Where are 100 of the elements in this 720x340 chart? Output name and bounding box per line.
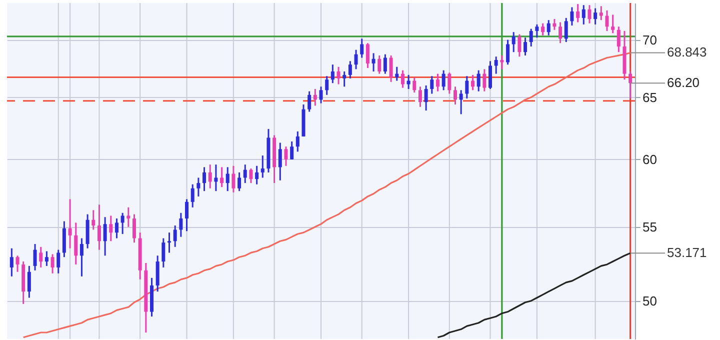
candlestick bbox=[190, 184, 194, 208]
candlestick bbox=[196, 176, 200, 198]
candlestick bbox=[313, 88, 317, 106]
candlestick bbox=[616, 26, 620, 53]
candlestick bbox=[179, 212, 183, 238]
candlestick bbox=[535, 24, 539, 38]
candlestick bbox=[570, 6, 574, 26]
y-tick-label: 60 bbox=[642, 152, 657, 167]
candlestick bbox=[202, 166, 206, 192]
candlestick bbox=[16, 254, 20, 273]
y-tick-label: 70 bbox=[642, 32, 657, 48]
candlestick bbox=[44, 250, 48, 267]
y-tick-label: 50 bbox=[642, 293, 657, 308]
y-tick-label: 65 bbox=[642, 90, 657, 105]
candlestick bbox=[114, 218, 118, 240]
candlestick bbox=[249, 168, 253, 184]
candlestick bbox=[255, 165, 259, 186]
candlestick bbox=[524, 36, 528, 56]
candlestick bbox=[208, 164, 212, 190]
candlestick bbox=[336, 66, 340, 86]
candlestick bbox=[348, 60, 352, 80]
candlestick bbox=[168, 232, 172, 254]
candlestick bbox=[173, 224, 177, 248]
candlestick bbox=[512, 31, 516, 53]
y-tick-label: 55 bbox=[642, 219, 657, 234]
candlestick bbox=[354, 49, 358, 70]
candlestick bbox=[232, 165, 236, 194]
candlestick bbox=[500, 54, 504, 70]
candlestick bbox=[290, 140, 294, 160]
candlestick bbox=[518, 34, 522, 58]
data-label: 68.843 bbox=[667, 44, 707, 60]
candlestick bbox=[325, 75, 329, 96]
candlestick bbox=[506, 39, 510, 66]
candlestick bbox=[628, 70, 632, 100]
candlestick bbox=[395, 66, 399, 82]
candlestick bbox=[308, 90, 312, 112]
candlestick bbox=[378, 54, 382, 75]
candlestick bbox=[576, 3, 580, 24]
candlestick bbox=[430, 75, 434, 94]
candlestick bbox=[319, 86, 323, 104]
candlestick bbox=[412, 76, 416, 94]
candlestick bbox=[50, 253, 54, 274]
candlestick bbox=[400, 70, 404, 89]
candlestick bbox=[74, 222, 78, 266]
candlestick bbox=[372, 52, 376, 72]
candlestick bbox=[436, 73, 440, 92]
candlestick bbox=[529, 28, 533, 48]
candlestick bbox=[546, 19, 550, 36]
candlestick bbox=[226, 166, 230, 192]
candlestick bbox=[103, 216, 107, 256]
candlestick bbox=[330, 64, 334, 84]
candlestick bbox=[541, 22, 545, 36]
candlestick bbox=[582, 4, 586, 26]
candlestick bbox=[448, 72, 452, 94]
candlestick bbox=[126, 206, 130, 228]
candlestick bbox=[418, 86, 422, 108]
candlestick bbox=[132, 214, 136, 244]
line-series bbox=[436, 252, 632, 338]
candlestick bbox=[494, 56, 498, 75]
candlestick bbox=[342, 70, 346, 88]
candlestick bbox=[424, 84, 428, 112]
candlestick bbox=[552, 18, 556, 31]
candlestick bbox=[80, 238, 84, 278]
candlestick bbox=[97, 204, 101, 251]
candlestick bbox=[470, 74, 474, 91]
candlestick bbox=[488, 60, 492, 90]
candlestick bbox=[156, 254, 160, 292]
candlestick bbox=[278, 142, 282, 182]
text: 66.20 bbox=[667, 75, 700, 90]
candlestick bbox=[611, 14, 615, 34]
candlestick bbox=[27, 265, 31, 298]
candlestick bbox=[214, 164, 218, 192]
candlestick bbox=[383, 54, 387, 75]
candlestick bbox=[10, 248, 14, 278]
candlestick bbox=[162, 238, 166, 268]
candlestick bbox=[120, 212, 124, 235]
candlestick bbox=[453, 86, 457, 106]
candlestick bbox=[558, 22, 562, 44]
candlestick bbox=[185, 198, 189, 232]
candlestick bbox=[56, 249, 60, 274]
data-label: 53.171 bbox=[667, 245, 707, 260]
candlestick bbox=[296, 130, 300, 152]
candlestick bbox=[109, 214, 113, 242]
candlestick bbox=[92, 209, 96, 230]
candlestick bbox=[564, 17, 568, 43]
candlestick bbox=[588, 4, 592, 24]
candlestick bbox=[39, 246, 43, 268]
candlestick bbox=[605, 10, 609, 32]
candlestick bbox=[284, 146, 288, 167]
candlestick bbox=[243, 164, 247, 184]
candlestick bbox=[33, 243, 37, 272]
candlestick bbox=[406, 74, 410, 90]
candlestick bbox=[599, 5, 603, 21]
candlestick bbox=[360, 38, 364, 58]
candlestick bbox=[594, 8, 598, 26]
candlestick bbox=[238, 172, 242, 192]
candlestick bbox=[389, 54, 393, 83]
candlestick bbox=[260, 154, 264, 178]
candlestick bbox=[476, 70, 480, 92]
candlestick bbox=[366, 42, 370, 69]
